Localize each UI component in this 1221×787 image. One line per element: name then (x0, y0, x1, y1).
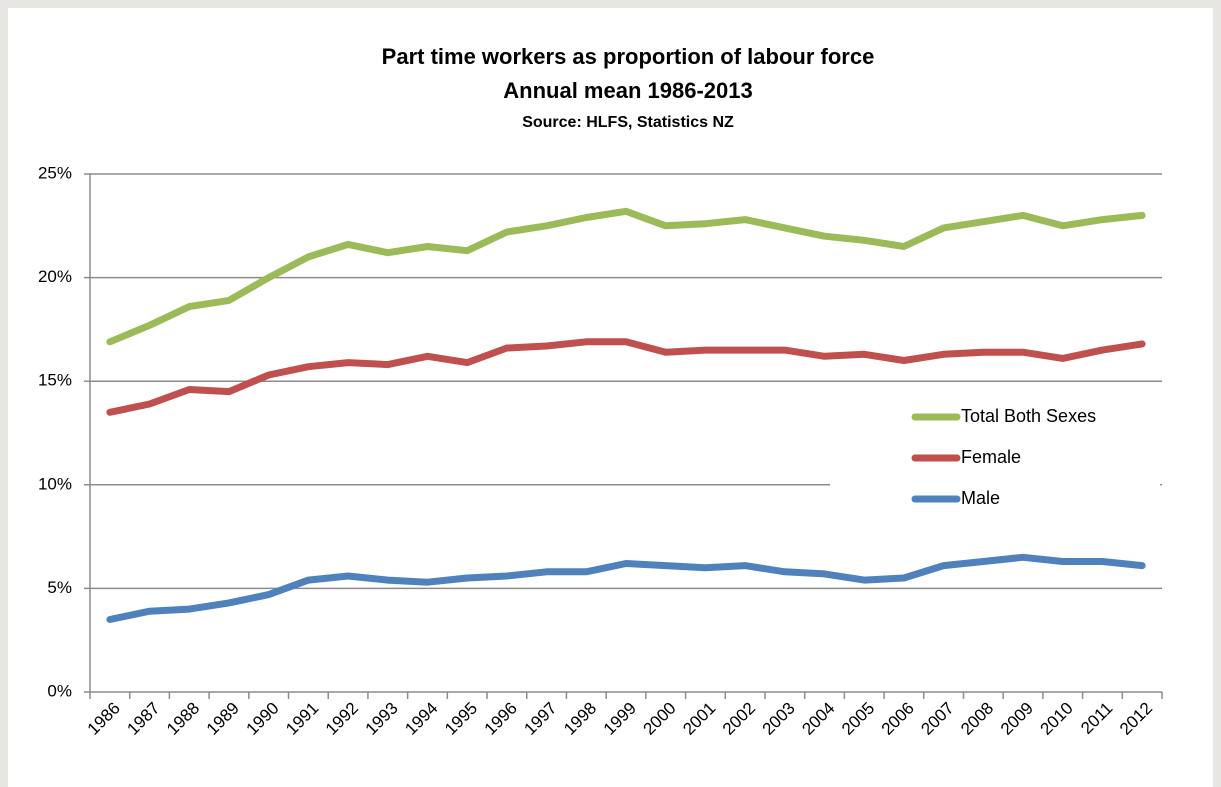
legend-label: Total Both Sexes (961, 406, 1096, 426)
legend-label: Female (961, 447, 1021, 467)
legend-label: Male (961, 488, 1000, 508)
y-tick-label: 20% (38, 267, 72, 286)
series-line (106, 553, 1146, 623)
chart-subtitle: Annual mean 1986-2013 (503, 78, 752, 103)
y-tick-label: 25% (38, 163, 72, 182)
series-line (106, 338, 1146, 416)
series-line (106, 207, 1146, 346)
legend-box (830, 392, 1160, 525)
y-tick-label: 0% (47, 681, 72, 700)
y-tick-label: 10% (38, 474, 72, 493)
chart-title: Part time workers as proportion of labou… (382, 44, 875, 69)
y-tick-label: 5% (47, 578, 72, 597)
y-tick-label: 15% (38, 371, 72, 390)
chart-source: Source: HLFS, Statistics NZ (522, 114, 734, 131)
